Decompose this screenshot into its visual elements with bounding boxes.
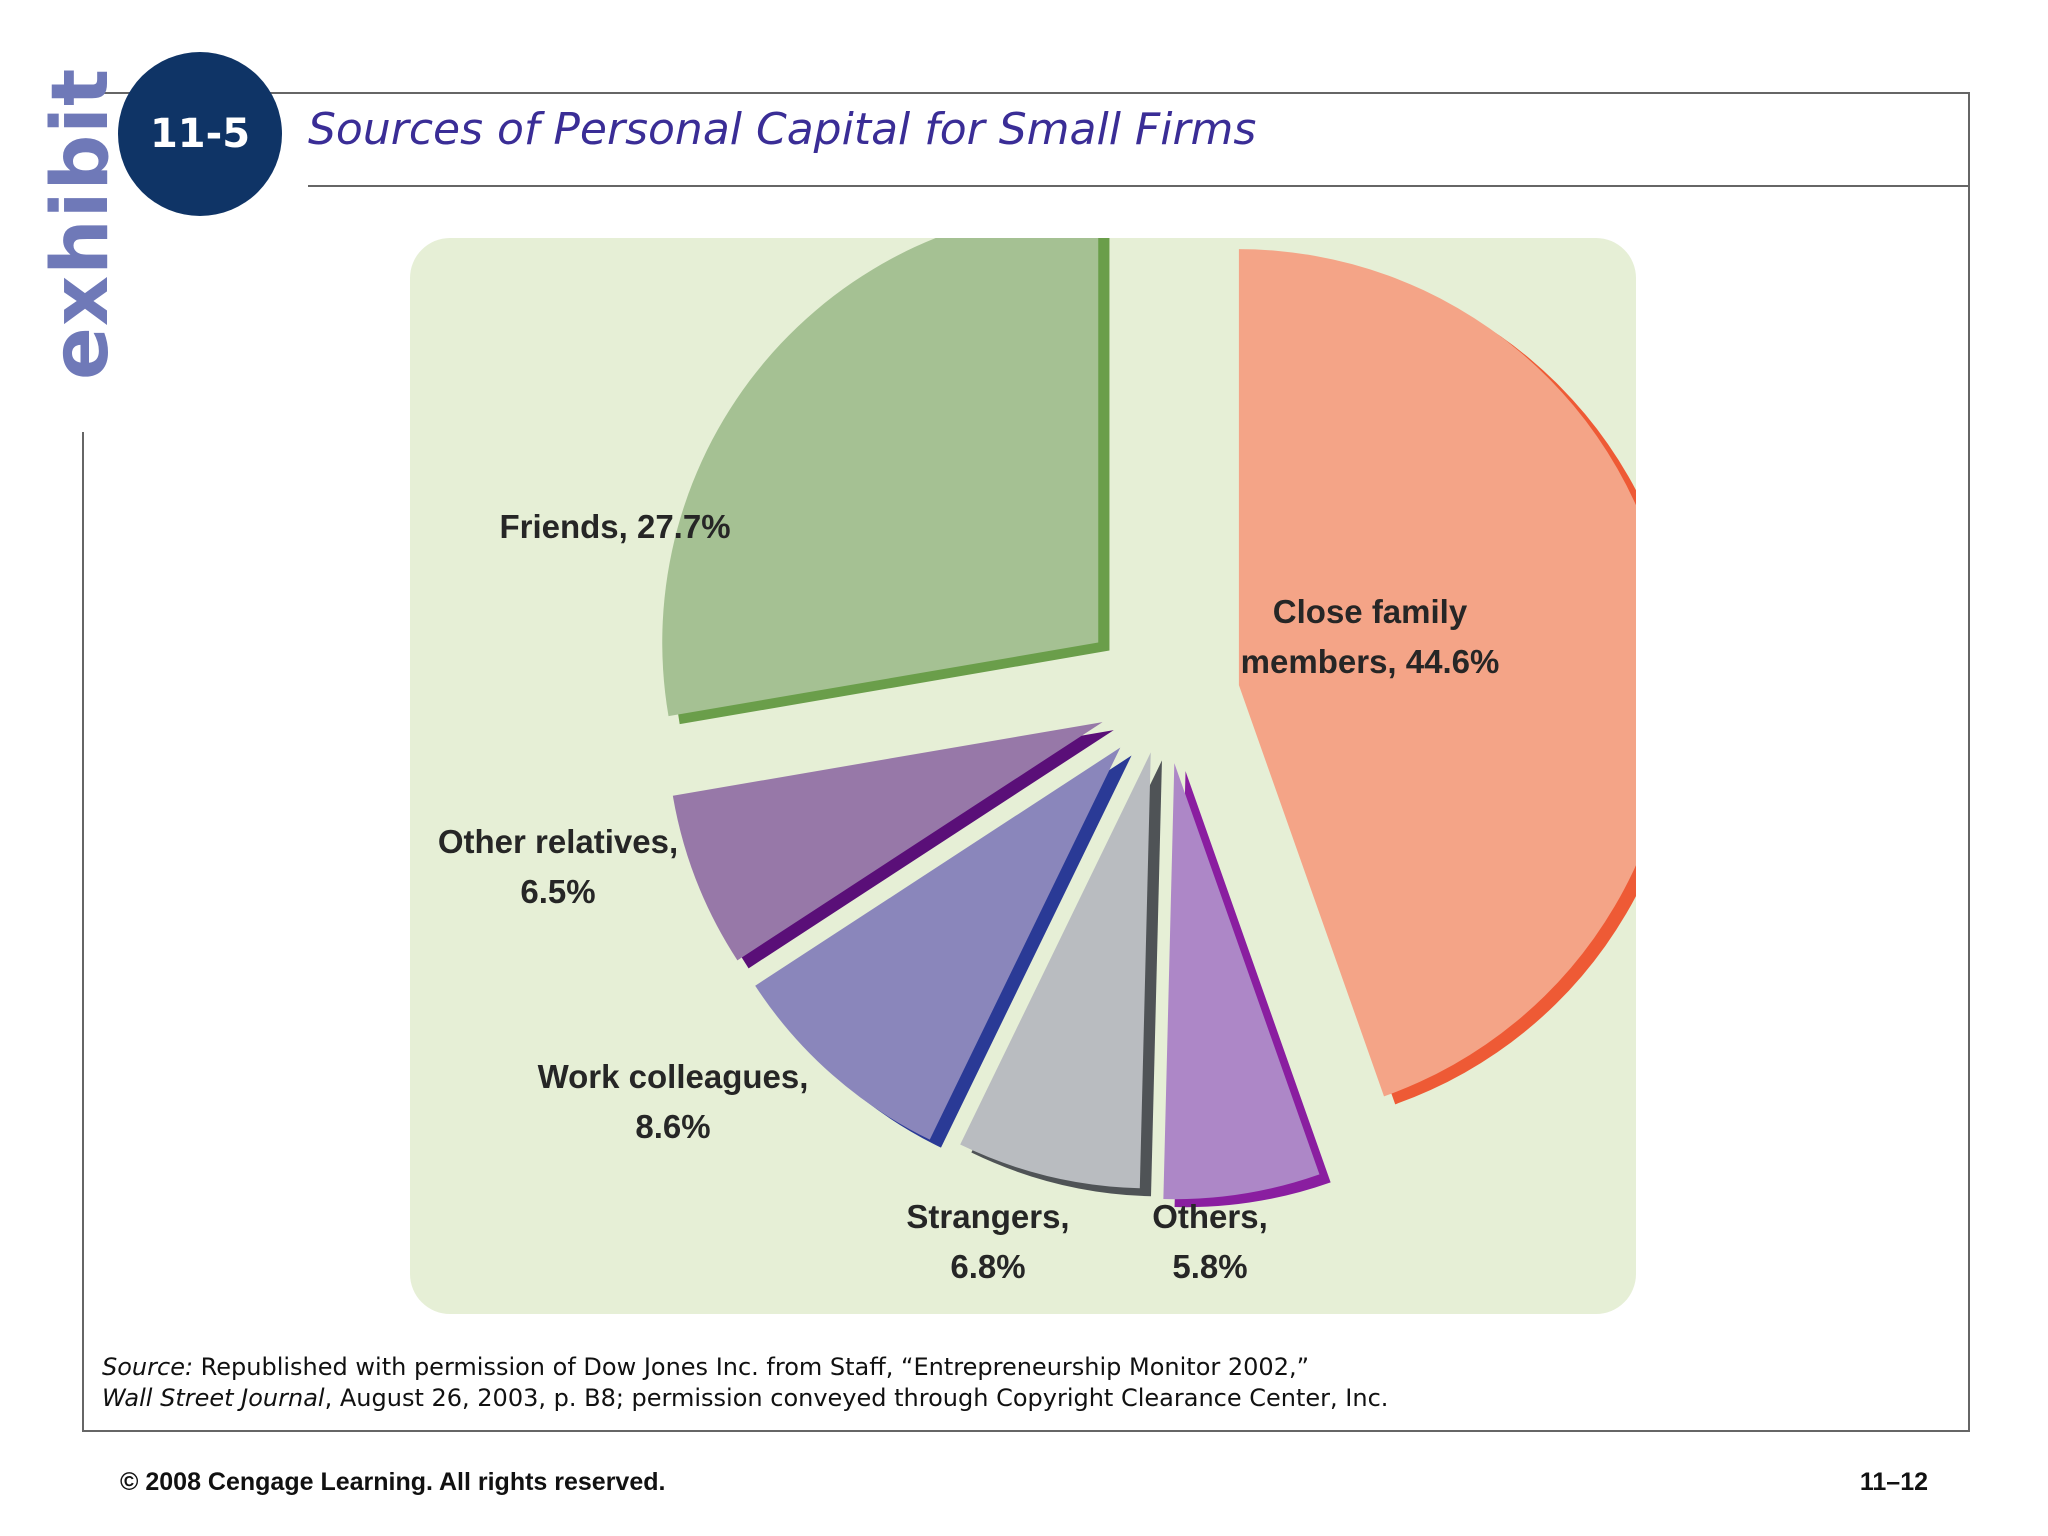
source-note: Source: Republished with permission of D… [102,1352,1942,1414]
pie-slices [662,238,1636,1208]
slice-label: Friends, 27.7% [499,508,730,545]
pie-slice [672,722,1103,961]
pie-slice [755,747,1121,1140]
slice-label-line: 5.8% [1172,1248,1247,1285]
exhibit-number-badge: 11-5 [118,52,282,216]
exhibit-frame [82,92,1970,1432]
slice-label-line: 8.6% [635,1108,710,1145]
source-journal: Wall Street Journal [102,1384,325,1412]
source-text-1: Republished with permission of Dow Jones… [193,1353,1310,1381]
slice-label-line: 6.5% [520,873,595,910]
page-number: 11–12 [1859,1468,1928,1496]
pie-slice [662,238,1099,717]
slice-label-line: Others, [1152,1198,1268,1235]
slice-label-line: members, 44.6% [1241,643,1500,680]
source-prefix: Source: [102,1353,194,1381]
slice-label: Other relatives, 6.5% [438,823,678,910]
copyright-footer: © 2008 Cengage Learning. All rights rese… [120,1468,666,1496]
title-divider [308,185,1968,187]
slice-label: Close family members, 44.6% [1241,593,1500,680]
slice-label-line: Friends, 27.7% [499,508,730,545]
slice-label: Strangers, 6.8% [906,1198,1069,1285]
slice-label-line: Strangers, [906,1198,1069,1235]
slice-label: Work colleagues, 8.6% [538,1058,809,1145]
frame-left-border [82,432,84,1430]
exhibit-title: Sources of Personal Capital for Small Fi… [308,104,1257,155]
slice-label: Others, 5.8% [1152,1198,1268,1285]
source-text-2: , August 26, 2003, p. B8; permission con… [324,1384,1389,1412]
source-line-1: Source: Republished with permission of D… [102,1352,1942,1383]
slice-label-line: 6.8% [950,1248,1025,1285]
slice-label-line: Other relatives, [438,823,678,860]
pie-slice [1163,763,1320,1200]
exhibit-label: exhibit [36,67,126,380]
source-line-2: Wall Street Journal, August 26, 2003, p.… [102,1383,1942,1414]
pie-slice [960,752,1151,1189]
slice-label-line: Close family [1273,593,1468,630]
pie-slice [1238,249,1636,1097]
pie-labels: Close family members, 44.6% Others, 5.8% Str… [438,508,1499,1285]
slice-label-line: Work colleagues, [538,1058,809,1095]
pie-chart: Close family members, 44.6% Others, 5.8% Str… [438,238,1636,1285]
